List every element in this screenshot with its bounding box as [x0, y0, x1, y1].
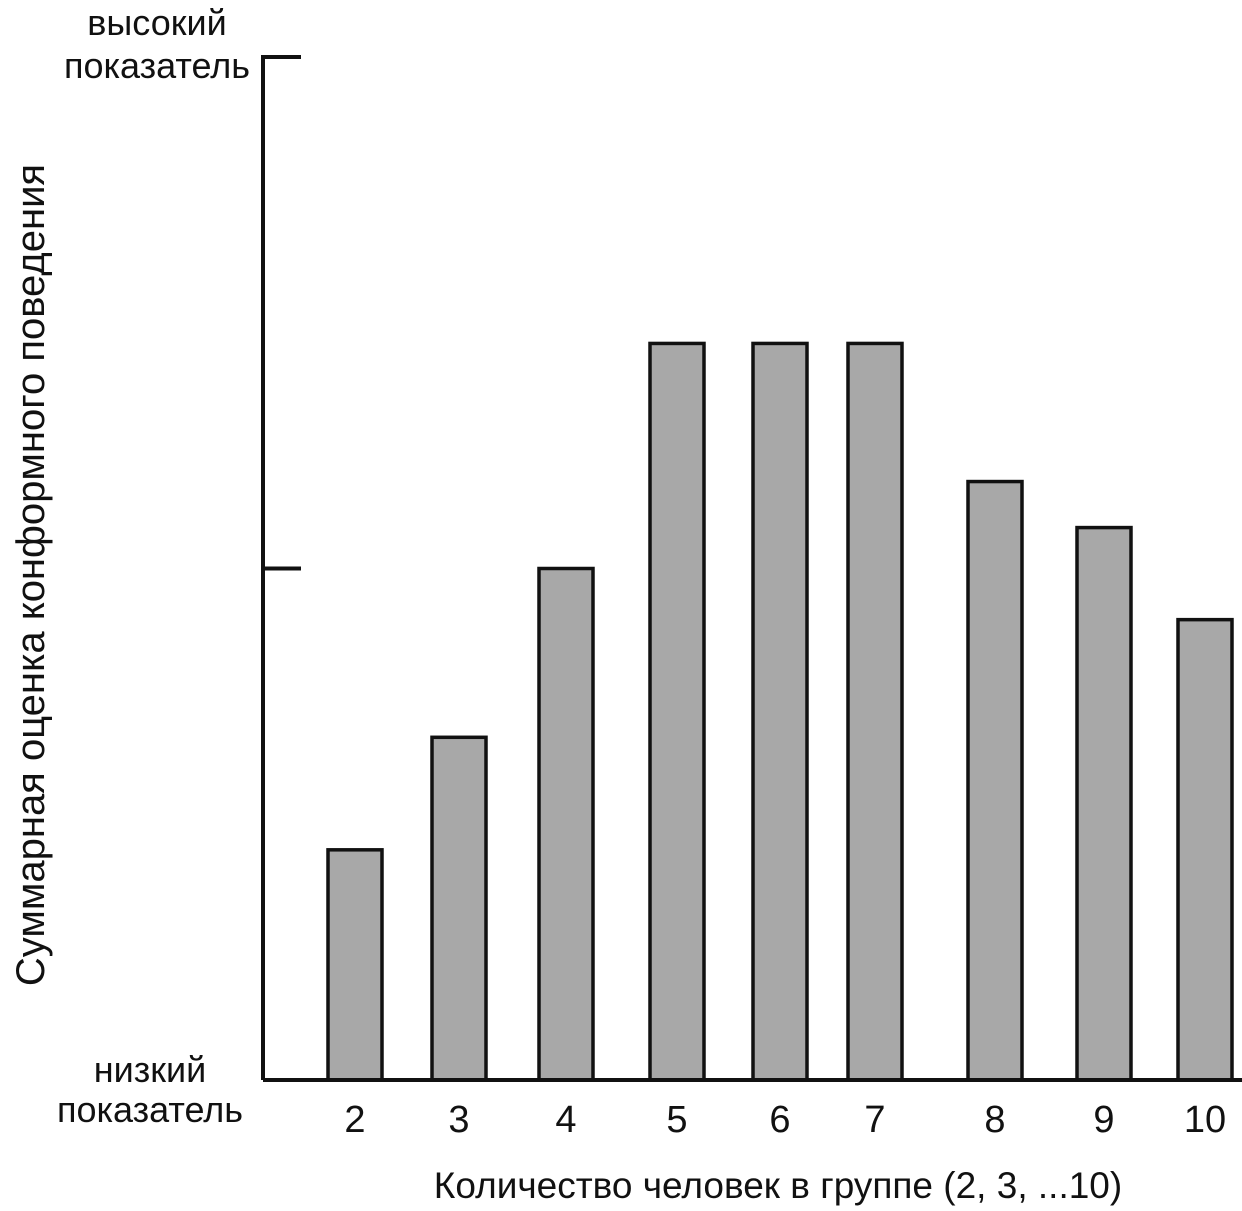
y-top-label-line-2: показатель: [64, 45, 250, 86]
y-top-label-line-1: высокий: [87, 2, 226, 43]
y-bottom-label-line-1: низкий: [94, 1049, 206, 1090]
bar-4: [537, 566, 595, 1082]
y-axis-title: Суммарная оценка конформного поведения: [9, 164, 53, 986]
x-tick-label-10: 10: [1184, 1099, 1226, 1141]
x-tick-label-9: 9: [1093, 1099, 1114, 1141]
x-tick-label-7: 7: [864, 1099, 885, 1141]
bar-8: [966, 479, 1024, 1082]
bar-10: [1176, 617, 1234, 1082]
x-tick-label-3: 3: [448, 1099, 469, 1141]
bar-7: [846, 341, 904, 1082]
x-axis-title: Количество человек в группе (2, 3, ...10…: [434, 1165, 1122, 1206]
y-axis-bottom-label: низкий показатель: [57, 1049, 243, 1130]
bar-9: [1075, 525, 1133, 1082]
x-tick-label-4: 4: [555, 1099, 576, 1141]
bar-5: [648, 341, 706, 1082]
bar-6: [751, 341, 809, 1082]
x-tick-label-6: 6: [769, 1099, 790, 1141]
bars: [326, 341, 1234, 1082]
y-ticks: [261, 55, 301, 571]
x-tick-label-2: 2: [344, 1099, 365, 1141]
x-tick-label-8: 8: [984, 1099, 1005, 1141]
x-ticks: 2 3 4 5 6 7 8 9 10: [344, 1099, 1226, 1141]
y-bottom-label-line-2: показатель: [57, 1089, 243, 1130]
x-tick-label-5: 5: [666, 1099, 687, 1141]
bar-2: [326, 848, 384, 1082]
bar-3: [430, 735, 488, 1082]
y-axis-top-label: высокий показатель: [64, 2, 250, 86]
